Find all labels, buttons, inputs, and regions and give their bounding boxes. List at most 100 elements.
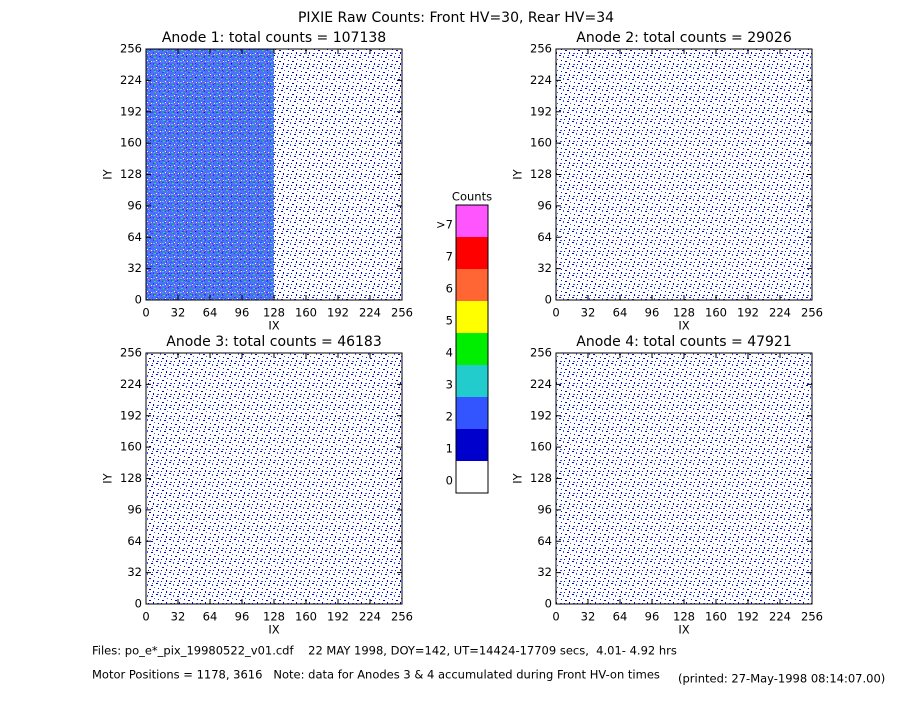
x-tick-label: 224 [769, 306, 791, 320]
y-axis-label: IY [511, 472, 525, 483]
y-tick-label: 224 [120, 73, 142, 87]
x-tick-label: 160 [705, 610, 727, 624]
y-tick-label: 224 [120, 377, 142, 391]
y-tick-label: 64 [127, 534, 142, 548]
y-axis-label: IY [101, 168, 115, 179]
colorbar-label: 1 [446, 442, 453, 456]
colorbar-swatch [456, 237, 488, 269]
colorbar-label: 7 [446, 250, 453, 264]
x-tick-label: 224 [359, 610, 381, 624]
figure-title: PIXIE Raw Counts: Front HV=30, Rear HV=3… [298, 10, 614, 26]
colorbar-swatch [456, 429, 488, 461]
colorbar-swatch [456, 205, 488, 237]
y-tick-label: 0 [135, 293, 142, 307]
x-tick-label: 0 [142, 610, 149, 624]
x-tick-label: 192 [327, 306, 349, 320]
y-axis-label: IY [101, 472, 115, 483]
colorbar-swatch [456, 365, 488, 397]
colorbar-swatch [456, 461, 488, 493]
heatmap-texture [556, 49, 812, 300]
y-tick-label: 128 [530, 167, 552, 181]
x-tick-label: 128 [263, 306, 285, 320]
y-tick-label: 224 [530, 73, 552, 87]
x-tick-label: 96 [235, 610, 250, 624]
x-tick-label: 160 [705, 306, 727, 320]
x-tick-label: 256 [391, 610, 413, 624]
y-tick-label: 32 [537, 261, 552, 275]
colorbar-frame [455, 204, 489, 494]
y-tick-label: 96 [127, 198, 142, 212]
panel-title: Anode 2: total counts = 29026 [576, 30, 792, 46]
y-tick-label: 160 [120, 440, 142, 454]
y-tick-label: 96 [537, 502, 552, 516]
x-tick-label: 128 [673, 306, 695, 320]
x-tick-label: 160 [295, 610, 317, 624]
x-tick-label: 0 [142, 306, 149, 320]
footer-files: Files: po_e*_pix_19980522_v01.cdf 22 MAY… [92, 644, 677, 658]
y-tick-label: 256 [120, 42, 142, 56]
colorbar-label: >7 [436, 218, 453, 232]
colorbar-swatch [456, 397, 488, 429]
y-tick-label: 0 [545, 597, 552, 611]
x-tick-label: 256 [391, 306, 413, 320]
x-axis-label: IX [268, 319, 279, 333]
x-tick-label: 128 [673, 610, 695, 624]
colorbar-label: 6 [446, 282, 453, 296]
x-tick-label: 0 [552, 306, 559, 320]
y-tick-label: 224 [530, 377, 552, 391]
x-tick-label: 32 [581, 306, 596, 320]
colorbar-label: 3 [446, 378, 453, 392]
colorbar-label: 5 [446, 314, 453, 328]
colorbar-swatch [456, 333, 488, 365]
x-tick-label: 96 [645, 306, 660, 320]
y-tick-label: 160 [530, 440, 552, 454]
y-tick-label: 192 [530, 104, 552, 118]
panel-title: Anode 4: total counts = 47921 [576, 334, 791, 350]
y-tick-label: 256 [120, 346, 142, 360]
x-tick-label: 32 [171, 610, 186, 624]
x-tick-label: 192 [737, 610, 759, 624]
y-tick-label: 64 [127, 230, 142, 244]
y-tick-label: 160 [530, 136, 552, 150]
colorbar-swatch [456, 269, 488, 301]
y-tick-label: 32 [537, 565, 552, 579]
y-tick-label: 96 [127, 502, 142, 516]
x-tick-label: 192 [737, 306, 759, 320]
x-tick-label: 0 [552, 610, 559, 624]
x-axis-label: IX [678, 319, 689, 333]
footer-printed: (printed: 27-May-1998 08:14:07.00) [678, 672, 885, 686]
y-tick-label: 64 [537, 230, 552, 244]
heatmap-texture [146, 353, 402, 604]
colorbar-label: 0 [446, 474, 453, 488]
x-tick-label: 32 [581, 610, 596, 624]
x-tick-label: 64 [203, 306, 218, 320]
x-tick-label: 256 [801, 610, 823, 624]
x-tick-label: 32 [171, 306, 186, 320]
x-tick-label: 96 [645, 610, 660, 624]
y-axis-label: IY [511, 168, 525, 179]
panel-title: Anode 3: total counts = 46183 [166, 334, 381, 350]
y-tick-label: 160 [120, 136, 142, 150]
y-tick-label: 128 [120, 167, 142, 181]
x-axis-label: IX [268, 623, 279, 637]
y-tick-label: 192 [120, 104, 142, 118]
x-tick-label: 224 [769, 610, 791, 624]
y-tick-label: 192 [530, 408, 552, 422]
x-axis-label: IX [678, 623, 689, 637]
y-tick-label: 32 [127, 261, 142, 275]
colorbar-title: Counts [452, 190, 492, 204]
y-tick-label: 128 [530, 471, 552, 485]
colorbar-label: 2 [446, 410, 453, 424]
colorbar-label: 4 [446, 346, 453, 360]
y-tick-label: 128 [120, 471, 142, 485]
x-tick-label: 160 [295, 306, 317, 320]
x-tick-label: 64 [203, 610, 218, 624]
y-tick-label: 0 [135, 597, 142, 611]
heatmap-texture [146, 49, 274, 300]
y-tick-label: 256 [530, 42, 552, 56]
heatmap-texture [556, 353, 812, 604]
x-tick-label: 96 [235, 306, 250, 320]
x-tick-label: 224 [359, 306, 381, 320]
footer-motor: Motor Positions = 1178, 3616 Note: data … [92, 668, 660, 682]
